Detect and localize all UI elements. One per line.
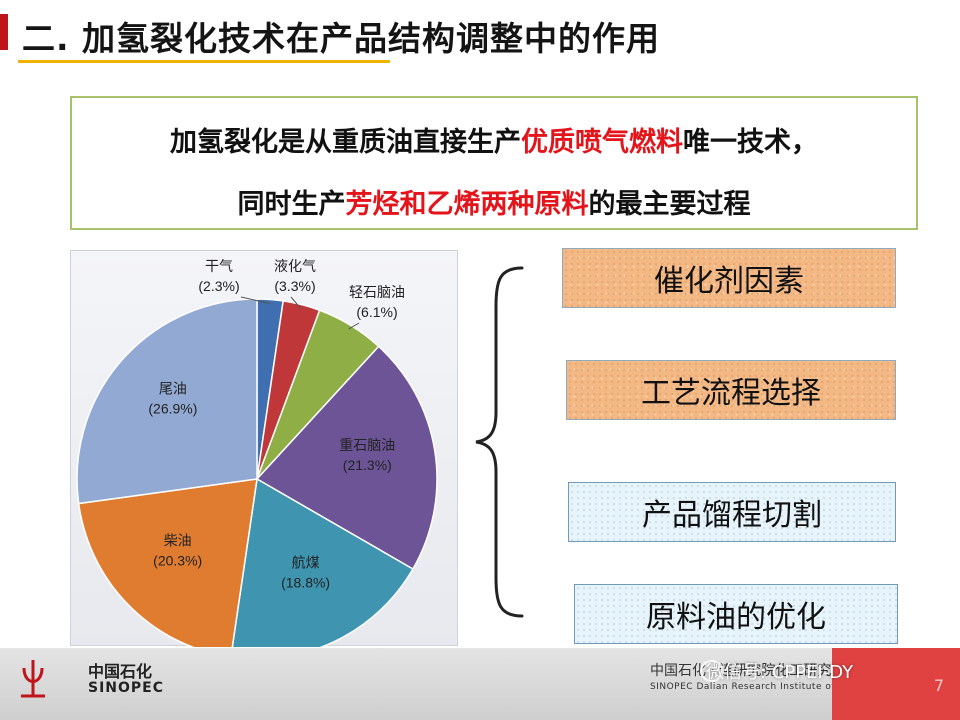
factor-product-cut: 产品馏程切割 bbox=[568, 482, 896, 542]
institute-name-en: SINOPEC Dalian Research Institute of Pet… bbox=[650, 682, 960, 692]
statement-line-2-pre: 同时生产 bbox=[237, 189, 346, 220]
pie-label-value-0: (2.3%) bbox=[198, 278, 239, 294]
institute-name-cn: 中国石化 · 连研究院化工研究院 bbox=[650, 663, 846, 679]
title-underline bbox=[18, 60, 390, 63]
pie-label-name-4: 航煤 bbox=[292, 555, 320, 571]
pie-slices bbox=[76, 298, 438, 647]
title-accent-bar bbox=[0, 14, 8, 50]
statement-line-1-post: 唯一技术， bbox=[683, 127, 818, 158]
statement-box: 加氢裂化是从重质油直接生产优质喷气燃料唯一技术， 同时生产芳烃和乙烯两种原料的最… bbox=[70, 96, 918, 230]
pie-slice-6 bbox=[76, 298, 258, 505]
pie-label-name-5: 柴油 bbox=[164, 533, 192, 549]
factor-catalyst: 催化剂因素 bbox=[562, 248, 896, 308]
page-number: 7 bbox=[933, 676, 944, 695]
pie-label-value-5: (20.3%) bbox=[153, 553, 202, 569]
pie-label-name-0: 干气 bbox=[205, 258, 233, 274]
curly-brace-icon bbox=[475, 266, 524, 618]
pie-label-value-4: (18.8%) bbox=[281, 575, 330, 591]
pie-leader-line-2 bbox=[348, 322, 360, 330]
wechat-watermark: 微信号: CPPEI-DY bbox=[706, 662, 854, 683]
statement-line-1-highlight: 优质喷气燃料 bbox=[521, 127, 683, 158]
footer: 中国石化 SINOPEC 中国石化 · 连研究院化工研究院 SINOPEC Da… bbox=[0, 648, 960, 720]
pie-chart-panel: 干气 (2.3%) 液化气 (3.3%) 轻石脑油 (6.1%) 重石脑油 (21.3%) 航煤… bbox=[70, 250, 458, 647]
pie-slice-3 bbox=[255, 345, 438, 571]
factor-feedstock-optimization: 原料油的优化 bbox=[574, 584, 898, 644]
wechat-icon bbox=[700, 660, 724, 682]
pie-labels: 干气 (2.3%) 液化气 (3.3%) 轻石脑油 (6.1%) 重石脑油 (21.3%) 航煤… bbox=[148, 258, 405, 591]
pie-label-name-2: 轻石脑油 bbox=[349, 284, 405, 300]
statement-line-2: 同时生产芳烃和乙烯两种原料的最主要过程 bbox=[72, 182, 916, 221]
pie-label-value-2: (6.1%) bbox=[356, 304, 397, 320]
factor-process-flow: 工艺流程选择 bbox=[566, 360, 896, 420]
sinopec-logo-en: SINOPEC bbox=[88, 680, 165, 696]
statement-line-1-pre: 加氢裂化是从重质油直接生产 bbox=[170, 127, 521, 158]
pie-label-name-3: 重石脑油 bbox=[339, 437, 395, 453]
pie-label-name-6: 尾油 bbox=[159, 381, 187, 397]
pie-slice-5 bbox=[77, 478, 258, 647]
title-bar: 二. 加氢裂化技术在产品结构调整中的作用 bbox=[0, 0, 960, 70]
sinopec-logo-icon bbox=[21, 660, 45, 698]
pie-leader-line-0 bbox=[240, 296, 270, 304]
pie-slice-4 bbox=[231, 477, 414, 647]
pie-chart: 干气 (2.3%) 液化气 (3.3%) 轻石脑油 (6.1%) 重石脑油 (21.3%) 航煤… bbox=[76, 258, 438, 647]
pie-label-value-6: (26.9%) bbox=[148, 401, 197, 417]
pie-label-name-1: 液化气 bbox=[274, 258, 316, 274]
statement-line-2-post: 的最主要过程 bbox=[588, 189, 751, 220]
pie-leader-line-1 bbox=[290, 296, 302, 309]
pie-label-value-3: (21.3%) bbox=[343, 457, 392, 473]
pie-leader-lines bbox=[240, 296, 360, 330]
statement-line-1: 加氢裂化是从重质油直接生产优质喷气燃料唯一技术， bbox=[72, 120, 916, 159]
statement-line-2-highlight: 芳烃和乙烯两种原料 bbox=[345, 189, 589, 220]
slide-title: 二. 加氢裂化技术在产品结构调整中的作用 bbox=[22, 19, 661, 58]
page-number-box: 7 bbox=[832, 648, 960, 720]
pie-label-value-1: (3.3%) bbox=[274, 278, 315, 294]
sinopec-logo-cn: 中国石化 bbox=[88, 662, 153, 681]
